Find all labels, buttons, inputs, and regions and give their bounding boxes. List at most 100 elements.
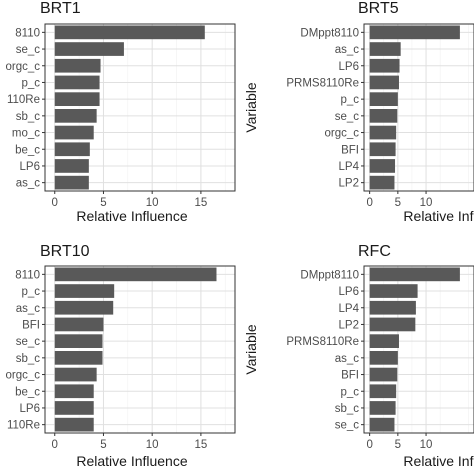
y-tick-label: orgc_c (5, 61, 40, 73)
bar-as-c (54, 175, 89, 190)
y-tick-label: sb_c (16, 353, 41, 365)
bar-be-c (54, 142, 90, 157)
bar-prms8110re (54, 417, 94, 432)
bar-as-c (369, 351, 398, 365)
chart-title: BRT10 (40, 243, 90, 260)
bar-sb-c (54, 109, 97, 123)
chart-title: RFC (358, 243, 391, 260)
y-tick-label: DMppt8110 (300, 269, 359, 281)
bar-se-c (369, 109, 398, 123)
panel-border (363, 23, 474, 192)
bar-bfi (369, 367, 398, 382)
bar-orgc-c (369, 125, 397, 140)
chart-title: BRT5 (358, 0, 399, 17)
x-axis-label: Relative Influence (76, 208, 188, 224)
bar-bfi (369, 142, 396, 157)
y-axis-label: Variable (243, 82, 259, 133)
x-tick-label: 5 (395, 197, 401, 209)
y-tick-label: as_c (335, 353, 360, 365)
y-tick-label: LP2 (339, 178, 359, 190)
bar-prms8110re (54, 92, 100, 106)
bar-as-c (54, 300, 114, 315)
bar-prms8110re (369, 75, 399, 90)
bar-lp2 (369, 317, 416, 332)
y-tick-label: BFI (22, 319, 40, 331)
y-tick-label: p_c (21, 77, 40, 89)
y-tick-label: PRMS8110Re (286, 336, 359, 348)
y-tick-label: LP2 (339, 319, 359, 331)
chart-panel-brt10: 8110 p_c as_c BFI se_c sb_c orgc_c be_c LP6 110Re… (5, 243, 236, 469)
x-axis-label: Relative Infl (403, 208, 474, 224)
chart-title: BRT1 (40, 0, 81, 17)
chart-panel-rfc: DMppt8110 LP6 LP4 LP2 PRMS8110Re as_c BFI p_csb… (243, 243, 474, 469)
y-tick-label: be_c (15, 386, 40, 398)
y-tick-label: DMppt8110 (300, 27, 359, 39)
y-tick-label: be_c (15, 144, 40, 156)
bar-sb-c (54, 351, 103, 365)
y-tick-label: as_c (335, 44, 360, 56)
y-tick-label: p_c (340, 94, 359, 106)
x-tick-label: 15 (194, 439, 207, 451)
y-tick-label: LP4 (339, 303, 360, 315)
bar-p-c (54, 75, 100, 90)
y-tick-label: LP6 (339, 61, 359, 73)
x-axis-label: Relative Influence (76, 453, 188, 469)
y-axis-label: Variable (243, 324, 259, 375)
bar-p-c (369, 384, 397, 399)
bar-sb-c (369, 401, 396, 415)
bar-p-c (54, 284, 115, 298)
x-tick-label: 0 (52, 197, 58, 209)
bar-se-c (369, 417, 395, 432)
bar-dmppt8110 (54, 25, 205, 40)
x-tick-label: 10 (146, 197, 159, 209)
x-tick-label: 0 (366, 197, 372, 209)
x-tick-label: 0 (52, 439, 58, 451)
x-tick-label: 10 (146, 439, 159, 451)
y-tick-label: se_c (16, 336, 41, 348)
bar-bfi (54, 317, 104, 332)
chart-panel-brt5: DMppt8110 as_c LP6 PRMS8110Re p_c se_c orgc_c B… (243, 0, 474, 224)
bar-lp6 (369, 58, 400, 73)
y-tick-label: LP4 (339, 161, 360, 173)
bar-lp6 (54, 401, 94, 415)
y-tick-label: LP6 (339, 286, 359, 298)
x-tick-label: 5 (100, 197, 106, 209)
bar-dmppt8110 (369, 267, 460, 282)
bar-lp2 (369, 175, 395, 190)
y-tick-label: p_c (340, 386, 359, 398)
bar-orgc-c (54, 58, 101, 73)
y-tick-label: BFI (341, 370, 359, 382)
bar-lp6 (54, 159, 89, 173)
y-tick-label: sb_c (335, 403, 360, 415)
x-tick-label: 5 (395, 439, 401, 451)
panel-border (44, 265, 236, 434)
panel-border (363, 265, 474, 434)
x-axis-label: Relative Infl (403, 453, 474, 469)
y-tick-label: BFI (341, 144, 359, 156)
x-tick-label: 10 (420, 197, 433, 209)
y-tick-label: 110Re (7, 420, 40, 432)
y-tick-label: as_c (16, 303, 41, 315)
bar-lp6 (369, 284, 418, 298)
bar-p-c (369, 92, 398, 106)
bar-smo-c (54, 125, 94, 140)
bar-orgc-c (54, 367, 97, 382)
bar-se-c (54, 334, 103, 348)
x-tick-label: 15 (194, 197, 207, 209)
bar-lp4 (369, 159, 396, 173)
y-tick-label: 8110 (15, 269, 40, 281)
bar-dmppt8110 (54, 267, 217, 282)
y-tick-label: orgc_c (324, 128, 359, 140)
bar-lp4 (369, 300, 416, 315)
y-tick-label: se_c (335, 111, 360, 123)
y-tick-label: 8110 (15, 27, 40, 39)
bar-prms8110re (369, 334, 399, 348)
y-tick-label: mo_c (12, 128, 40, 140)
y-tick-label: as_c (16, 178, 41, 190)
y-tick-label: p_c (21, 286, 40, 298)
bar-dmppt8110 (369, 25, 460, 40)
bar-be-c (54, 384, 94, 399)
y-tick-label: sb_c (16, 111, 41, 123)
y-tick-label: se_c (335, 420, 360, 432)
